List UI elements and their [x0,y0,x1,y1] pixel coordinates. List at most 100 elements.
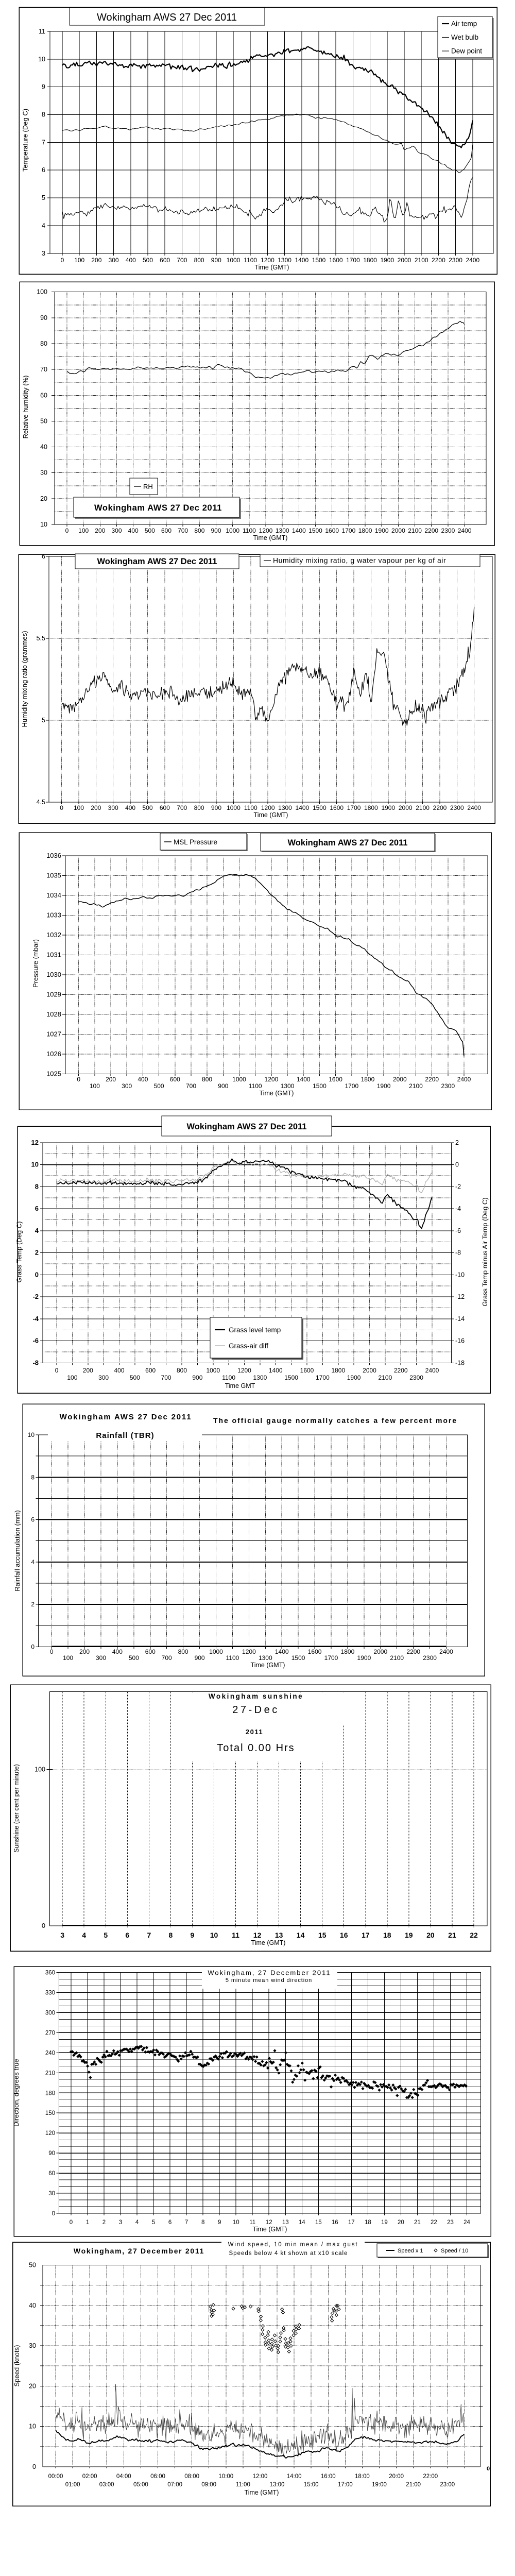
svg-text:1300: 1300 [278,257,291,264]
svg-text:23: 23 [447,2219,454,2226]
svg-text:0: 0 [60,804,63,811]
svg-text:360: 360 [45,1970,55,1976]
svg-text:07:00: 07:00 [167,2482,182,2488]
svg-text:10: 10 [233,2219,239,2226]
svg-text:16:00: 16:00 [321,2473,336,2480]
svg-text:15:00: 15:00 [304,2482,319,2488]
svg-text:Time (GMT): Time (GMT) [260,1090,294,1097]
svg-text:5: 5 [104,1931,108,1939]
svg-text:900: 900 [211,804,221,811]
svg-text:700: 700 [178,527,188,534]
svg-text:2: 2 [35,1249,39,1257]
svg-text:1600: 1600 [329,257,343,264]
svg-text:Direction, degrees true: Direction, degrees true [12,2059,20,2127]
svg-text:1600: 1600 [300,1367,314,1374]
svg-text:The official gauge normally ca: The official gauge normally catches a fe… [213,1416,457,1425]
svg-text:16: 16 [332,2219,338,2226]
svg-text:1300: 1300 [253,1374,267,1381]
svg-text:10: 10 [210,1931,218,1939]
svg-text:2200: 2200 [394,1367,408,1374]
svg-text:Wind speed, 10 min mean / max: Wind speed, 10 min mean / max gust [228,2242,358,2248]
svg-text:Grass level temp: Grass level temp [229,1326,281,1334]
svg-text:400: 400 [112,1648,123,1655]
svg-text:Time (GMT): Time (GMT) [253,534,288,541]
svg-text:1000: 1000 [227,804,241,811]
svg-text:00:00: 00:00 [48,2473,63,2480]
svg-text:Wokingham AWS 27 Dec 2011: Wokingham AWS 27 Dec 2011 [187,1122,307,1131]
svg-text:0: 0 [55,1367,59,1374]
svg-text:270: 270 [45,2030,55,2036]
svg-text:22: 22 [470,1931,478,1939]
svg-text:700: 700 [161,1374,171,1381]
svg-text:1100: 1100 [249,1082,262,1090]
svg-text:13:00: 13:00 [270,2482,285,2488]
svg-text:Time (GMT): Time (GMT) [251,1662,285,1669]
svg-text:11:00: 11:00 [236,2482,250,2488]
svg-text:1500: 1500 [284,1374,298,1381]
svg-text:1300: 1300 [278,804,292,811]
svg-text:1: 1 [86,2219,89,2226]
svg-text:300: 300 [122,1082,132,1090]
svg-text:03:00: 03:00 [99,2482,114,2488]
svg-text:300: 300 [111,527,122,534]
svg-text:150: 150 [45,2110,55,2116]
svg-text:4: 4 [82,1931,86,1939]
svg-text:1000: 1000 [209,1648,223,1655]
svg-text:20: 20 [398,2219,404,2226]
svg-text:Rainfall accumulation (mm): Rainfall accumulation (mm) [13,1510,21,1591]
svg-text:18: 18 [365,2219,371,2226]
svg-text:2100: 2100 [415,257,428,264]
svg-text:MSL Pressure: MSL Pressure [174,838,217,846]
svg-text:10: 10 [29,2423,36,2430]
svg-text:4: 4 [135,2219,139,2226]
svg-text:700: 700 [186,1082,196,1090]
svg-text:17: 17 [348,2219,355,2226]
svg-text:12: 12 [266,2219,272,2226]
svg-text:1500: 1500 [291,1654,305,1662]
svg-text:3: 3 [42,250,45,257]
svg-text:1029: 1029 [46,991,61,998]
svg-text:7: 7 [42,139,45,146]
svg-text:Sunshine (per cent per minute): Sunshine (per cent per minute) [13,1764,20,1853]
svg-text:22: 22 [431,2219,437,2226]
svg-text:5 minute mean wind direction: 5 minute mean wind direction [226,1977,312,1984]
svg-text:05:00: 05:00 [133,2482,148,2488]
svg-text:900: 900 [211,527,221,534]
svg-text:3: 3 [119,2219,122,2226]
svg-text:1000: 1000 [232,1076,246,1083]
svg-text:1800: 1800 [358,527,372,534]
svg-text:1800: 1800 [331,1367,345,1374]
svg-text:1300: 1300 [259,1654,272,1662]
svg-text:1900: 1900 [380,257,394,264]
svg-text:8: 8 [201,2219,204,2226]
svg-text:1032: 1032 [46,931,61,939]
svg-text:5: 5 [152,2219,155,2226]
svg-text:Wokingham AWS 27 Dec 2011: Wokingham AWS 27 Dec 2011 [288,838,408,848]
svg-text:0: 0 [455,1161,459,1168]
svg-text:21: 21 [414,2219,421,2226]
svg-text:500: 500 [129,1654,139,1662]
svg-text:400: 400 [125,804,135,811]
svg-text:50: 50 [29,2262,36,2269]
svg-text:1027: 1027 [46,1030,61,1038]
svg-text:6: 6 [31,1516,35,1523]
svg-text:2: 2 [455,1139,459,1146]
svg-text:200: 200 [91,804,101,811]
svg-text:2000: 2000 [391,527,405,534]
svg-text:60: 60 [40,392,47,399]
svg-text:600: 600 [160,257,170,264]
svg-text:2: 2 [102,2219,106,2226]
svg-text:1400: 1400 [292,527,306,534]
svg-text:Wokingham AWS 27 Dec 2011: Wokingham AWS 27 Dec 2011 [94,503,222,513]
svg-text:1025: 1025 [46,1070,61,1078]
svg-text:1500: 1500 [308,527,322,534]
svg-text:Humidity mixing ratio (grammes: Humidity mixing ratio (grammes) [21,631,28,727]
svg-text:1700: 1700 [347,804,361,811]
svg-text:700: 700 [162,1654,172,1662]
svg-text:40: 40 [29,2302,36,2309]
svg-text:1000: 1000 [226,527,239,534]
svg-text:1400: 1400 [297,1076,311,1083]
svg-text:13: 13 [282,2219,289,2226]
svg-text:Grass Temp minus Air Temp (Deg: Grass Temp minus Air Temp (Deg C) [481,1197,489,1306]
svg-text:600: 600 [145,1367,156,1374]
